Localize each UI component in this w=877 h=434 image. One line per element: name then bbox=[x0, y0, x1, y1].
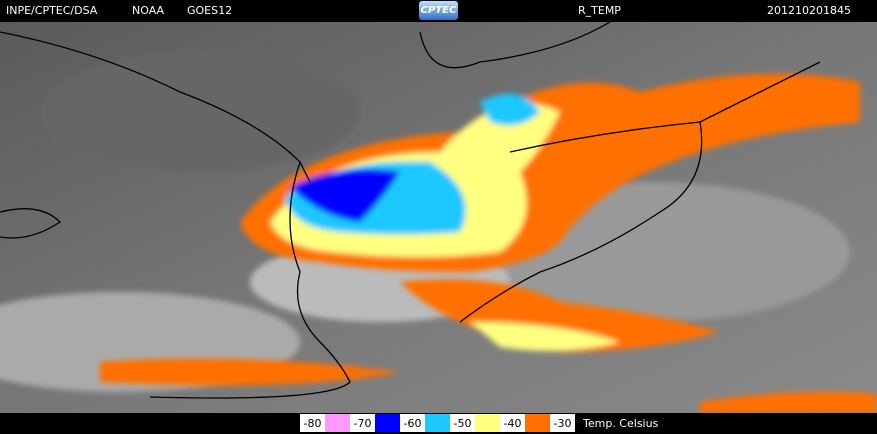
legend-swatch bbox=[475, 414, 500, 432]
legend-label-box bbox=[550, 414, 575, 432]
legend-label-box bbox=[300, 414, 325, 432]
satellite-image bbox=[0, 22, 877, 413]
satellite-label: GOES12 bbox=[187, 4, 233, 17]
legend-label: -80 bbox=[304, 417, 322, 430]
legend-label-box bbox=[450, 414, 475, 432]
legend-label-box bbox=[500, 414, 525, 432]
agency-label: NOAA bbox=[132, 4, 165, 17]
legend-label-box bbox=[400, 414, 425, 432]
legend-unit: Temp. Celsius bbox=[582, 417, 659, 430]
legend-swatch bbox=[375, 414, 400, 432]
legend-swatch bbox=[425, 414, 450, 432]
timestamp-label: 201210201845 bbox=[767, 4, 851, 17]
legend-label: -50 bbox=[454, 417, 472, 430]
legend-swatch bbox=[325, 414, 350, 432]
legend-label: -30 bbox=[554, 417, 572, 430]
legend-label: -70 bbox=[354, 417, 372, 430]
legend-label: -60 bbox=[404, 417, 422, 430]
legend-label-box bbox=[350, 414, 375, 432]
legend-swatch bbox=[525, 414, 550, 432]
source-label: INPE/CPTEC/DSA bbox=[6, 4, 98, 17]
legend: -80 -70 -60 -50 -40 -30 Temp. Celsius bbox=[300, 414, 659, 432]
product-label: R_TEMP bbox=[578, 4, 621, 17]
logo: CPTEC bbox=[419, 1, 458, 20]
legend-label: -40 bbox=[504, 417, 522, 430]
